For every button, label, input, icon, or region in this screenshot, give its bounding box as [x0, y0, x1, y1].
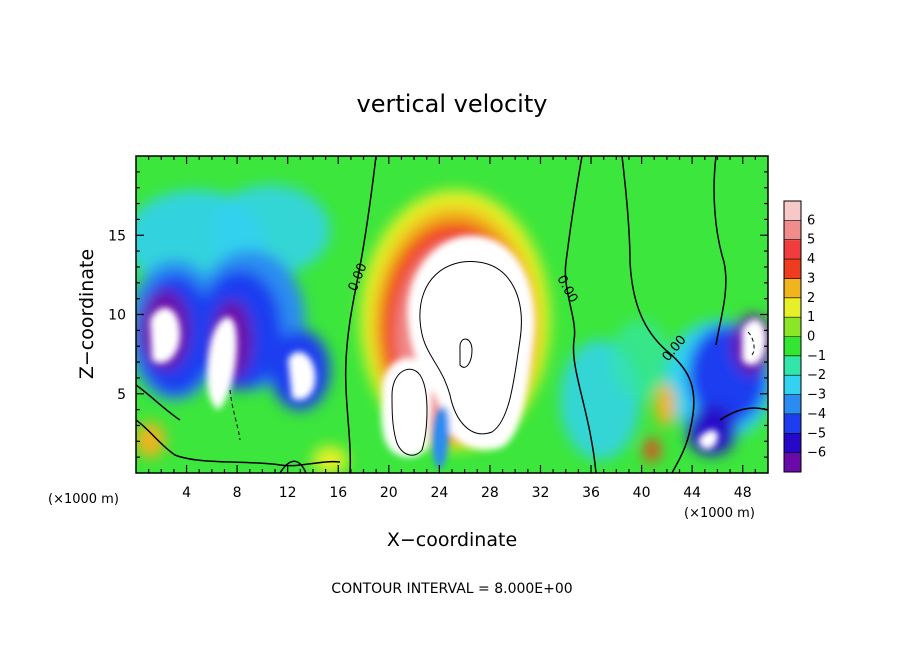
colorbar-swatch — [784, 375, 801, 396]
colorbar-swatch — [784, 259, 801, 279]
colorbar-label: −5 — [807, 426, 826, 441]
colorbar-swatch — [784, 336, 801, 357]
colorbar-label: 5 — [807, 233, 815, 248]
colorbar-label: 3 — [807, 271, 815, 286]
colorbar-swatch — [784, 413, 801, 434]
axis-ticks — [136, 156, 768, 473]
y-axis-label: Z−coordinate — [76, 249, 98, 379]
x-tick-label: 48 — [734, 485, 752, 501]
colorbar-swatch — [784, 433, 801, 454]
y-tick-label: 5 — [117, 387, 126, 403]
colorbar: 6 5 4 3 2 1 0 −1 −2 −3 −4 −5 −6 — [783, 200, 826, 473]
colorbar-swatch — [784, 220, 801, 241]
y-tick-label: 15 — [108, 228, 126, 244]
x-tick-label: 36 — [582, 485, 600, 501]
x-tick-label: 24 — [430, 485, 448, 501]
colorbar-swatch — [784, 355, 801, 376]
chart-title: vertical velocity — [357, 90, 548, 118]
colorbar-label: −6 — [807, 446, 826, 461]
y-tick-labels: 5 10 15 — [108, 228, 126, 403]
y-tick-label: 10 — [108, 308, 126, 324]
colorbar-label: −2 — [807, 368, 826, 383]
x-tick-label: 8 — [233, 485, 242, 501]
colorbar-swatch — [784, 317, 801, 337]
colorbar-swatch — [784, 452, 801, 473]
colorbar-swatch — [784, 394, 801, 415]
colorbar-swatch — [784, 239, 801, 260]
colorbar-swatch — [784, 297, 801, 318]
colorbar-label: −4 — [807, 407, 826, 422]
x-tick-labels: 4 8 12 16 20 24 28 32 36 40 44 48 — [182, 485, 752, 501]
zero-contours — [136, 156, 768, 473]
x-axis-label: X−coordinate — [387, 529, 517, 551]
x-tick-label: 16 — [329, 485, 347, 501]
x-tick-label: 28 — [481, 485, 499, 501]
x-units-right: (×1000 m) — [684, 506, 755, 521]
x-tick-label: 44 — [683, 485, 701, 501]
x-tick-label: 4 — [182, 485, 191, 501]
colorbar-label: −1 — [807, 349, 826, 364]
colorbar-label: 4 — [807, 252, 815, 267]
colorbar-swatch — [784, 278, 801, 299]
colorbar-label: 6 — [807, 213, 815, 228]
colorbar-label: 0 — [807, 330, 815, 345]
x-units-left: (×1000 m) — [48, 492, 119, 507]
colorbar-swatch — [784, 201, 801, 221]
x-tick-label: 20 — [380, 485, 398, 501]
colorbar-label: 1 — [807, 310, 815, 325]
x-tick-label: 12 — [279, 485, 297, 501]
contour-interval-note: CONTOUR INTERVAL = 8.000E+00 — [331, 581, 572, 597]
colorbar-label: 2 — [807, 291, 815, 306]
x-tick-label: 40 — [633, 485, 651, 501]
heatmap-field: 0.00 0.00 0.00 — [136, 156, 768, 473]
x-tick-label: 32 — [532, 485, 550, 501]
colorbar-label: −3 — [807, 388, 826, 403]
